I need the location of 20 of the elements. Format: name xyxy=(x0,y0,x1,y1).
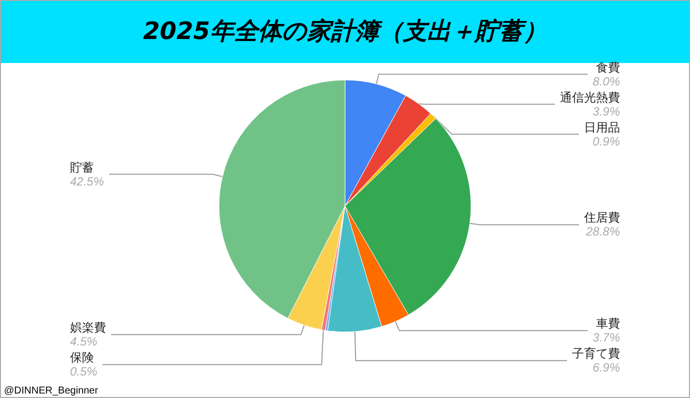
slice-label: 貯蓄 xyxy=(70,160,94,174)
data-label: 42.5% xyxy=(70,174,104,188)
data-label: 6.9% xyxy=(592,360,620,375)
data-label: 8.0% xyxy=(592,74,620,88)
slice-label: 保険 xyxy=(70,350,94,365)
slice-label: 子育て費 xyxy=(572,346,620,361)
slice-label: 食費 xyxy=(596,60,620,74)
slice-label: 車費 xyxy=(596,316,620,331)
text: @DINNER_Beginner xyxy=(4,386,99,396)
slice-label: 住居費 xyxy=(583,210,620,225)
data-label: 3.9% xyxy=(592,104,620,118)
chart-title: 2025年全体の家計簿（支出＋貯蓄） xyxy=(143,17,547,45)
data-label: 0.5% xyxy=(70,364,98,379)
slice-label: 日用品 xyxy=(584,120,620,134)
slice-label: 娯楽費 xyxy=(70,320,106,335)
data-label: 3.7% xyxy=(592,330,620,345)
slice-label: 通信光熱費 xyxy=(560,90,620,104)
data-label: 0.9% xyxy=(592,134,620,148)
data-label: 4.5% xyxy=(70,334,98,349)
data-label: 28.8% xyxy=(584,224,620,239)
